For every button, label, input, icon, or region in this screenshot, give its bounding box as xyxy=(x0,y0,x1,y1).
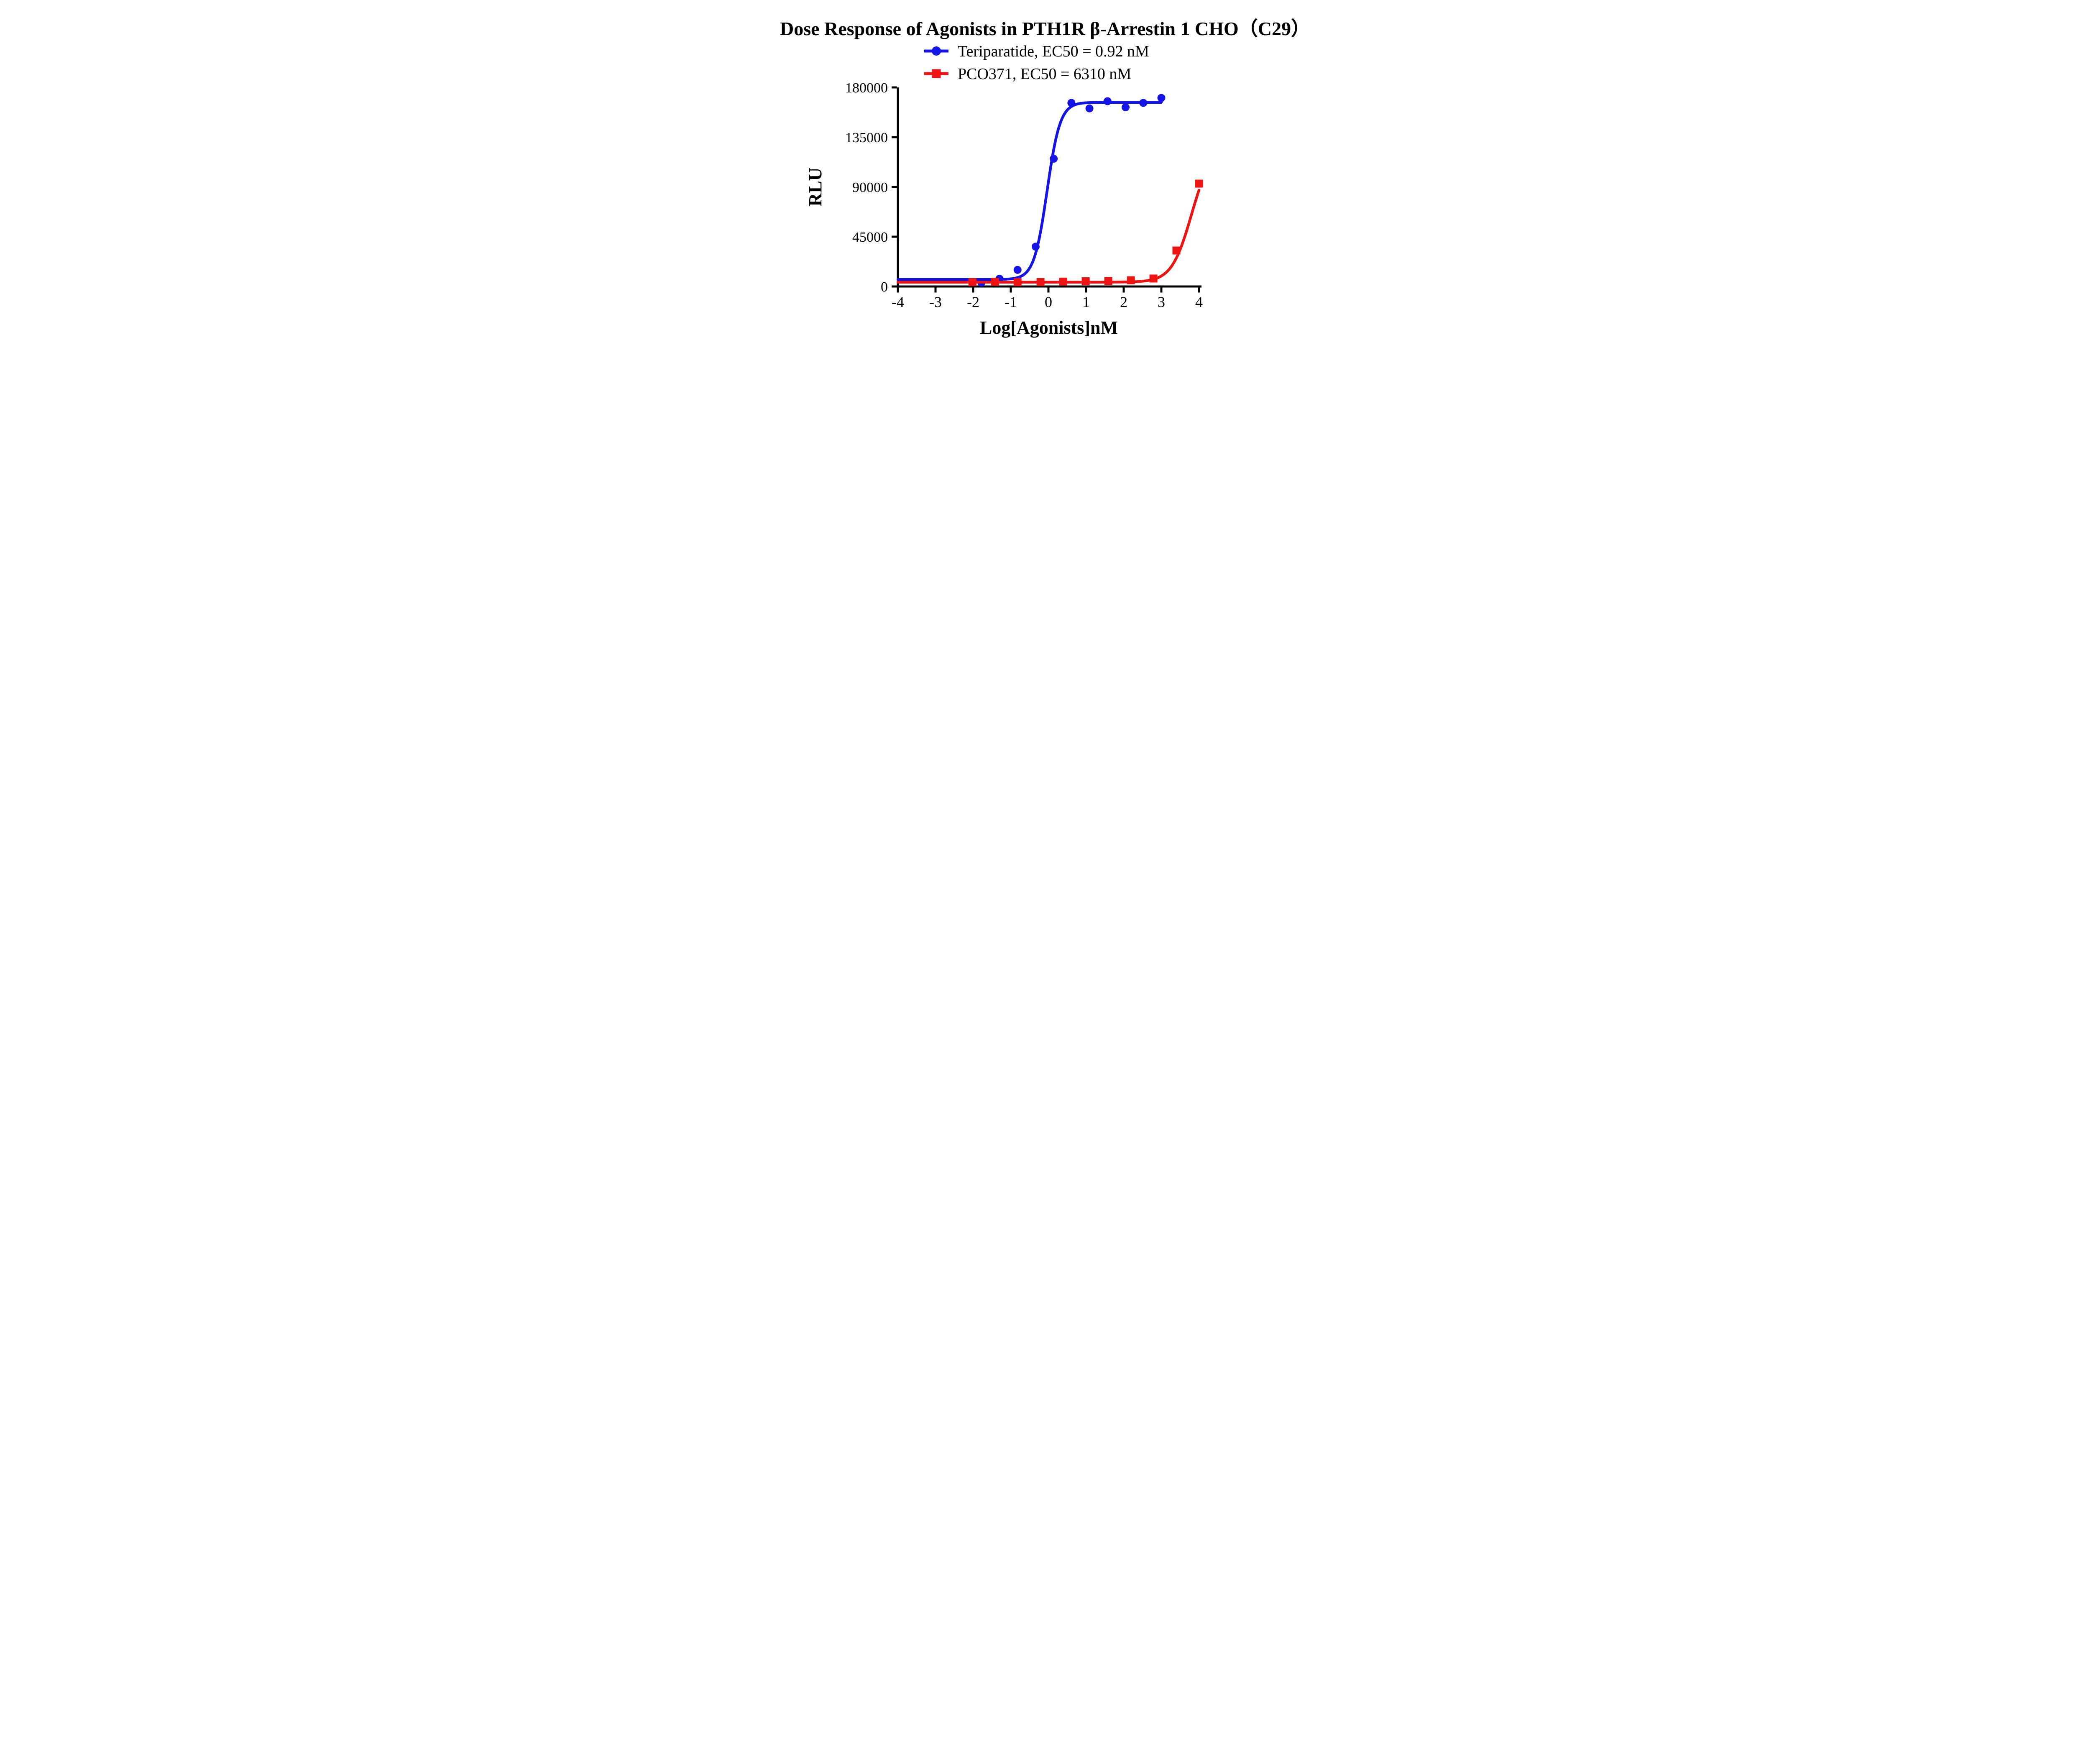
x-tick-label: 4 xyxy=(1195,294,1203,310)
pco371-point xyxy=(1127,276,1135,284)
legend-item-pco371: PCO371, EC50 = 6310 nM xyxy=(924,65,1131,83)
legend-item-teriparatide: Teriparatide, EC50 = 0.92 nM xyxy=(924,43,1149,60)
teriparatide-point xyxy=(1157,94,1166,102)
dose-response-figure: Dose Response of Agonists in PTH1R β-Arr… xyxy=(769,0,1322,353)
x-tick-label: -1 xyxy=(1005,294,1017,310)
y-axis-title: RLU xyxy=(805,168,826,207)
plot-area: -4 -3 -2 -1 0 1 2 3 4 0 45000 90000 135000 180000 xyxy=(845,80,1203,310)
pco371-point xyxy=(991,278,999,286)
x-tick-label: 1 xyxy=(1082,294,1090,310)
pco371-point xyxy=(1059,277,1067,286)
x-tick-label: -4 xyxy=(892,294,904,310)
teriparatide-point xyxy=(1067,99,1076,107)
y-tick-label: 180000 xyxy=(845,80,888,96)
legend-square-marker xyxy=(932,69,941,78)
pco371-fit-curve xyxy=(896,189,1201,284)
x-tick-label: -3 xyxy=(929,294,942,310)
pco371-point xyxy=(1149,274,1158,283)
teriparatide-point xyxy=(1050,155,1058,163)
teriparatide-point xyxy=(1103,97,1112,105)
x-tick-label: 3 xyxy=(1158,294,1165,310)
teriparatide-point xyxy=(1085,104,1094,112)
legend-label-teriparatide: Teriparatide, EC50 = 0.92 nM xyxy=(958,43,1149,60)
legend-circle-marker xyxy=(932,46,941,56)
teriparatide-point xyxy=(1031,243,1040,251)
legend-label-pco371: PCO371, EC50 = 6310 nM xyxy=(958,65,1131,83)
y-tick-label: 135000 xyxy=(845,130,888,146)
x-tick-label: 2 xyxy=(1120,294,1127,310)
y-tick-label: 90000 xyxy=(852,180,888,195)
teriparatide-point xyxy=(1122,103,1130,112)
y-tick-label: 45000 xyxy=(852,230,888,245)
pco371-point xyxy=(1195,179,1203,188)
pco371-point xyxy=(1172,246,1181,255)
teriparatide-fit-curve xyxy=(896,101,1163,281)
pco371-point xyxy=(1036,278,1045,286)
pco371-point xyxy=(1013,278,1022,286)
x-tick-label: 0 xyxy=(1045,294,1052,310)
chart-title: Dose Response of Agonists in PTH1R β-Arr… xyxy=(780,18,1310,39)
pco371-point xyxy=(968,278,976,286)
teriparatide-point xyxy=(1139,99,1148,107)
x-axis-title: Log[Agonists]nM xyxy=(980,317,1118,338)
legend: Teriparatide, EC50 = 0.92 nM PCO371, EC5… xyxy=(924,43,1149,83)
pco371-point xyxy=(1104,277,1112,285)
chart-canvas: Dose Response of Agonists in PTH1R β-Arr… xyxy=(780,18,1310,338)
teriparatide-point xyxy=(1013,266,1022,274)
x-tick-label: -2 xyxy=(967,294,979,310)
pco371-point xyxy=(1081,277,1090,286)
y-tick-label: 0 xyxy=(881,279,888,295)
